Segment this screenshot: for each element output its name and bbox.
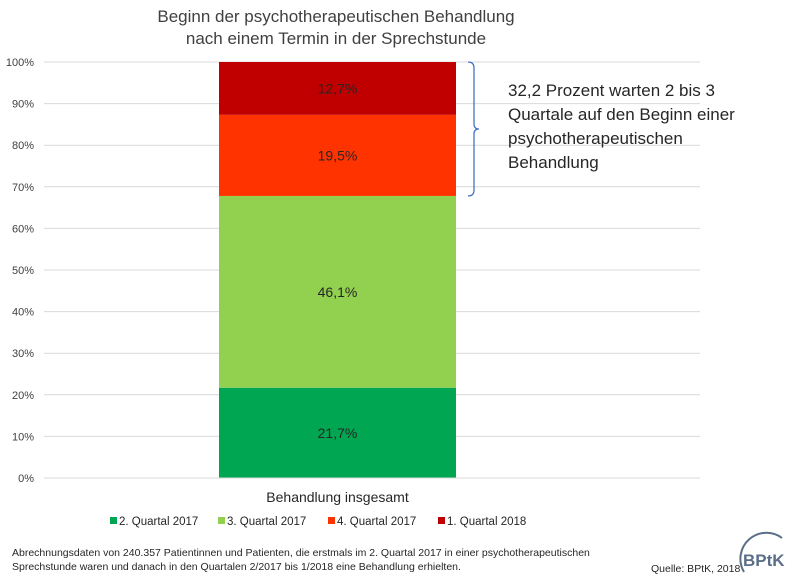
- y-tick-label: 10%: [12, 431, 34, 443]
- legend-label: 1. Quartal 2018: [447, 516, 526, 528]
- legend-swatch: [328, 517, 335, 524]
- annotation-line: psychotherapeutischen: [508, 129, 683, 148]
- annotation-line: Quartale auf den Beginn einer: [508, 105, 735, 124]
- chart-title-line: Beginn der psychotherapeutischen Behandl…: [157, 7, 514, 26]
- annotation-text: 32,2 Prozent warten 2 bis 3 Quartale auf …: [508, 81, 735, 172]
- chart-title: Beginn der psychotherapeutischen Behandl…: [157, 7, 514, 48]
- footnote: Abrechnungsdaten von 240.357 Patientinne…: [12, 547, 590, 573]
- y-tick-label: 70%: [12, 182, 34, 194]
- annotation-line: Behandlung: [508, 153, 599, 172]
- logo-arc: [739, 531, 783, 573]
- segment-data-label: 19,5%: [318, 147, 358, 163]
- bar-segment: [219, 195, 456, 388]
- segment-data-label: 21,7%: [318, 425, 358, 441]
- y-tick-label: 0%: [18, 473, 34, 485]
- bar-segment: [219, 62, 456, 115]
- annotation-line: 32,2 Prozent warten 2 bis 3: [508, 81, 715, 100]
- y-tick-label: 40%: [12, 307, 34, 319]
- bar-segment: [219, 114, 456, 196]
- y-axis-tick-labels: 0% 10% 20% 30% 40% 50% 60% 70% 80% 90% 100%: [6, 57, 34, 485]
- source-note: Quelle: BPtK, 2018: [651, 563, 741, 575]
- legend-label: 3. Quartal 2017: [227, 516, 306, 528]
- y-tick-label: 50%: [12, 265, 34, 277]
- legend-label: 4. Quartal 2017: [337, 516, 416, 528]
- legend-swatch: [438, 517, 445, 524]
- bptk-logo: BPtK: [739, 531, 785, 573]
- legend: 2. Quartal 2017 3. Quartal 2017 4. Quartal…: [110, 516, 526, 528]
- segment-data-label: 12,7%: [318, 80, 358, 96]
- x-axis-category-labels: Behandlung insgesamt: [266, 489, 409, 505]
- y-tick-label: 20%: [12, 390, 34, 402]
- y-tick-label: 90%: [12, 99, 34, 111]
- y-tick-label: 30%: [12, 348, 34, 360]
- y-tick-label: 60%: [12, 223, 34, 235]
- bar-segment: [219, 387, 456, 478]
- segment-data-label: 46,1%: [318, 284, 358, 300]
- annotation-bracket: [467, 61, 480, 197]
- x-category-label: Behandlung insgesamt: [266, 489, 409, 505]
- y-tick-label: 80%: [12, 140, 34, 152]
- legend-swatch: [218, 517, 225, 524]
- y-tick-label: 100%: [6, 57, 34, 69]
- segment-labels: 21,7% 46,1% 19,5% 12,7%: [318, 80, 358, 440]
- legend-label: 2. Quartal 2017: [119, 516, 198, 528]
- chart-title-line: nach einem Termin in der Sprechstunde: [186, 29, 486, 48]
- stacked-bar: [219, 62, 456, 478]
- logo-text: BPtK: [743, 551, 785, 570]
- legend-swatch: [110, 517, 117, 524]
